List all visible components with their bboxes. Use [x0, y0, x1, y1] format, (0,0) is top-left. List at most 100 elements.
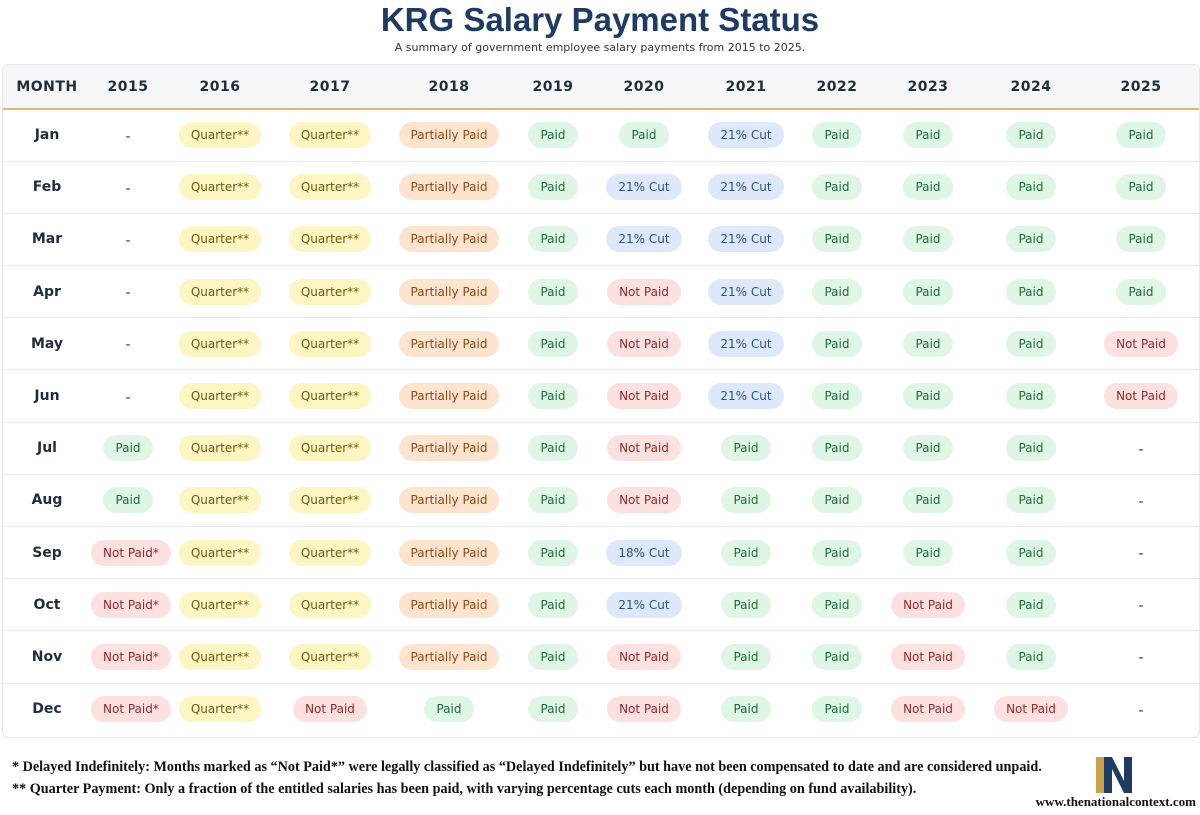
website-link[interactable]: www.thenationalcontext.com	[1035, 794, 1196, 809]
status-cell: Paid	[797, 578, 877, 632]
status-badge: Not Paid	[607, 696, 681, 723]
status-cell: Paid	[877, 109, 979, 162]
status-badge: Paid	[1006, 591, 1056, 618]
status-badge: Paid	[103, 435, 153, 462]
no-data-dash: -	[125, 285, 131, 302]
status-cell: Paid	[513, 265, 593, 319]
status-cell: Not Paid	[593, 422, 695, 475]
status-cell: Not Paid	[593, 474, 695, 528]
status-badge: Paid	[528, 226, 578, 253]
status-cell: Paid	[513, 369, 593, 423]
table-body: Jan - Quarter** Quarter** Partially Paid Paid…	[3, 109, 1199, 735]
status-badge: Paid	[903, 539, 953, 566]
status-cell: Partially Paid	[385, 474, 513, 528]
status-badge: Paid	[812, 330, 862, 357]
status-cell: Not Paid	[593, 630, 695, 684]
status-badge: Quarter**	[288, 539, 372, 566]
status-cell: Paid	[979, 369, 1083, 423]
month-label: Oct	[3, 578, 91, 632]
status-cell: Partially Paid	[385, 578, 513, 632]
status-badge: 21% Cut	[708, 174, 784, 201]
status-badge: Quarter**	[178, 226, 262, 253]
status-badge: Paid	[903, 330, 953, 357]
no-data-dash: -	[1138, 598, 1144, 615]
status-badge: Not Paid*	[91, 696, 171, 723]
status-badge: Quarter**	[178, 383, 262, 410]
status-cell: Paid	[979, 578, 1083, 632]
status-badge: Quarter**	[288, 487, 372, 514]
status-cell: Paid	[877, 526, 979, 580]
footnotes: * Delayed Indefinitely: Months marked as…	[12, 756, 1092, 800]
status-cell: Not Paid	[593, 317, 695, 371]
status-badge: Paid	[528, 539, 578, 566]
status-cell: Quarter**	[165, 109, 275, 162]
status-badge: Quarter**	[178, 278, 262, 305]
status-cell: Not Paid	[1083, 369, 1199, 423]
status-cell: Partially Paid	[385, 213, 513, 267]
status-badge: Paid	[528, 643, 578, 670]
status-cell: 21% Cut	[695, 369, 797, 423]
no-data-dash: -	[1138, 546, 1144, 563]
status-cell: -	[1083, 526, 1199, 580]
status-cell: Not Paid*	[91, 526, 171, 580]
status-badge: Quarter**	[288, 643, 372, 670]
status-badge: Quarter**	[178, 435, 262, 462]
status-badge: Paid	[903, 174, 953, 201]
status-cell: Paid	[1083, 161, 1199, 214]
status-cell: Paid	[877, 265, 979, 319]
national-context-logo-icon	[1094, 755, 1134, 795]
status-badge: Not Paid	[1104, 330, 1178, 357]
status-badge: Quarter**	[178, 696, 262, 723]
status-cell: Not Paid*	[91, 578, 171, 632]
status-badge: Quarter**	[178, 591, 262, 618]
header-year-2019: 2019	[513, 65, 593, 110]
status-badge: Partially Paid	[398, 591, 500, 618]
header-year-2020: 2020	[593, 65, 695, 110]
status-cell: 21% Cut	[593, 161, 695, 214]
table-row: Mar - Quarter** Quarter** Partially Paid Paid…	[3, 213, 1199, 267]
header-month: MONTH	[3, 65, 91, 110]
status-cell: -	[91, 317, 165, 371]
status-badge: Not Paid*	[91, 643, 171, 670]
status-cell: Paid	[513, 683, 593, 735]
status-cell: Paid	[797, 369, 877, 423]
status-badge: Not Paid	[1104, 383, 1178, 410]
status-cell: Paid	[979, 630, 1083, 684]
status-badge: 21% Cut	[606, 174, 682, 201]
status-cell: -	[1083, 630, 1199, 684]
status-cell: Paid	[513, 578, 593, 632]
header-year-2023: 2023	[877, 65, 979, 110]
status-badge: Paid	[528, 383, 578, 410]
status-badge: Paid	[1116, 122, 1166, 149]
status-cell: Not Paid	[1083, 317, 1199, 371]
status-badge: Quarter**	[288, 383, 372, 410]
status-badge: Paid	[812, 383, 862, 410]
status-cell: Paid	[1083, 265, 1199, 319]
status-cell: Quarter**	[165, 578, 275, 632]
status-badge: Paid	[812, 487, 862, 514]
status-badge: 21% Cut	[708, 226, 784, 253]
status-cell: Quarter**	[275, 630, 385, 684]
status-badge: Paid	[812, 122, 862, 149]
status-badge: Quarter**	[288, 174, 372, 201]
status-badge: Paid	[528, 278, 578, 305]
status-cell: Quarter**	[275, 109, 385, 162]
status-cell: Quarter**	[165, 265, 275, 319]
status-badge: Partially Paid	[398, 539, 500, 566]
status-cell: Quarter**	[165, 630, 275, 684]
status-badge: Paid	[812, 591, 862, 618]
status-cell: Quarter**	[165, 161, 275, 214]
status-cell: Not Paid*	[91, 630, 171, 684]
month-label: Jan	[3, 109, 91, 162]
status-badge: Paid	[812, 174, 862, 201]
status-badge: Paid	[903, 435, 953, 462]
no-data-dash: -	[1138, 493, 1144, 510]
status-cell: Paid	[979, 317, 1083, 371]
status-badge: Paid	[1006, 122, 1056, 149]
month-label: Nov	[3, 630, 91, 684]
status-badge: Paid	[721, 487, 771, 514]
no-data-dash: -	[125, 337, 131, 354]
status-cell: Paid	[979, 109, 1083, 162]
salary-table: MONTH 2015 2016 2017 2018 2019 2020 2021 2022 202…	[2, 64, 1200, 738]
status-badge: Paid	[619, 122, 669, 149]
